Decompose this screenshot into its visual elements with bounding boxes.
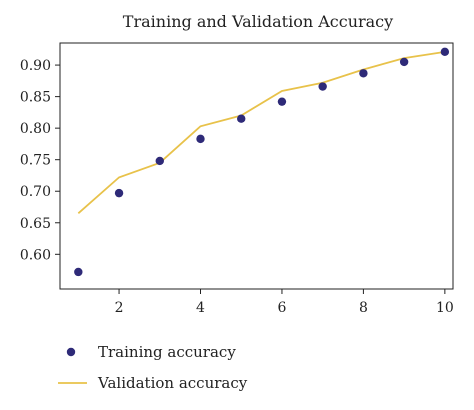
data-point-training xyxy=(318,82,327,91)
x-tick-label: 8 xyxy=(359,300,368,316)
legend-marker-training xyxy=(66,347,76,357)
x-tick-label: 6 xyxy=(277,300,286,316)
data-point-training xyxy=(237,114,246,123)
plot-frame xyxy=(59,42,454,290)
x-tick-label: 2 xyxy=(115,300,124,316)
legend-item-validation: Validation accuracy xyxy=(58,374,248,392)
data-point-training xyxy=(155,156,164,166)
y-tick-label: 0.70 xyxy=(20,184,51,200)
data-point-training xyxy=(399,57,409,67)
plot-area xyxy=(74,47,450,277)
legend: Training accuracy Validation accuracy xyxy=(58,343,248,392)
data-point-training xyxy=(277,97,287,106)
y-tick-label: 0.90 xyxy=(20,58,51,74)
data-point-training xyxy=(196,134,205,144)
y-tick-label: 0.80 xyxy=(20,121,51,137)
legend-label: Training accuracy xyxy=(98,343,236,361)
series-line-validation xyxy=(77,50,445,214)
legend-label: Validation accuracy xyxy=(97,374,248,392)
y-tick-label: 0.75 xyxy=(20,153,51,169)
x-axis: 2 4 6 8 10 xyxy=(115,289,454,316)
x-tick-label: 10 xyxy=(436,300,454,316)
y-tick-label: 0.60 xyxy=(20,247,51,263)
data-point-training xyxy=(114,188,124,198)
data-point-training xyxy=(440,47,450,57)
x-tick-label: 4 xyxy=(196,300,205,316)
data-point-training xyxy=(74,267,83,277)
y-tick-label: 0.85 xyxy=(20,90,51,106)
legend-item-training: Training accuracy xyxy=(66,343,236,361)
chart-title: Training and Validation Accuracy xyxy=(123,12,393,31)
y-axis: 0.60 0.65 0.70 0.75 0.80 0.85 0.90 xyxy=(20,58,60,263)
y-tick-label: 0.65 xyxy=(20,216,51,232)
data-point-training xyxy=(359,69,368,78)
